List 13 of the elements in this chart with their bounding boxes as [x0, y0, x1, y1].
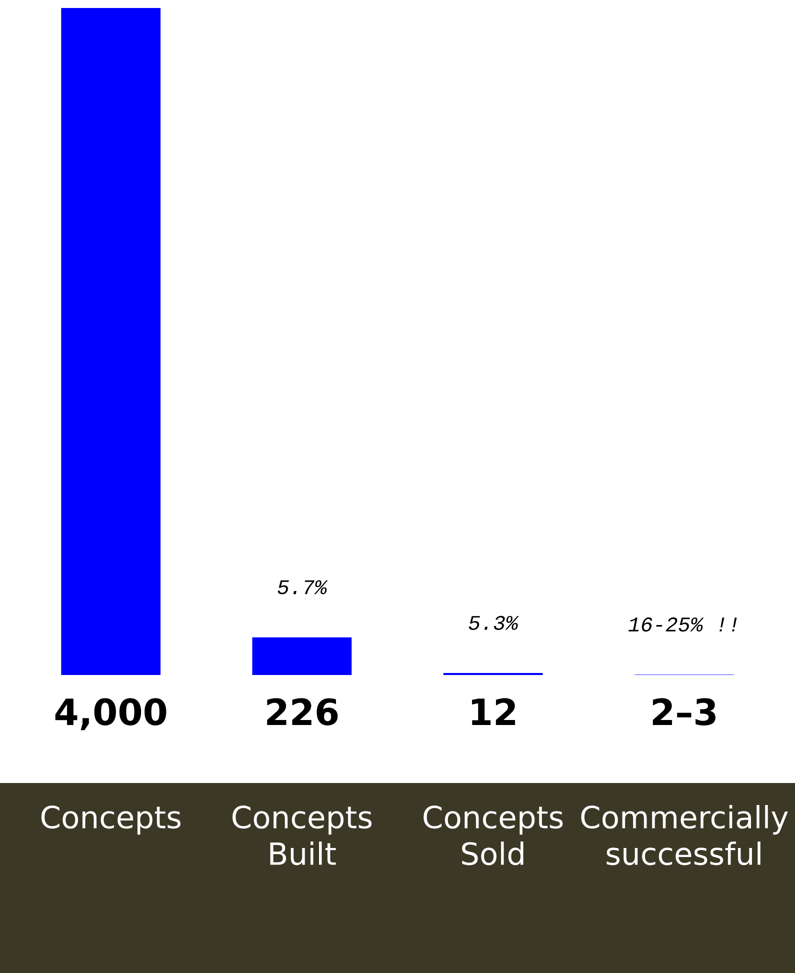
data-label: 226 — [267, 698, 338, 726]
annotation: 16-25% !! — [628, 617, 737, 632]
annotation: 5.7% — [278, 580, 328, 594]
x-tick-label: Concepts Sold — [424, 806, 563, 866]
bar — [252, 637, 352, 675]
data-label: 2–3 — [652, 698, 716, 726]
bar — [61, 8, 161, 675]
data-label: 12 — [472, 698, 516, 725]
annotation: 5.3% — [468, 616, 519, 630]
data-label: 4,000 — [55, 698, 166, 730]
x-tick-label: Concepts — [41, 806, 180, 835]
x-tick-label: Commercially successful — [581, 805, 788, 866]
x-tick-label: Concepts Built — [232, 806, 372, 866]
